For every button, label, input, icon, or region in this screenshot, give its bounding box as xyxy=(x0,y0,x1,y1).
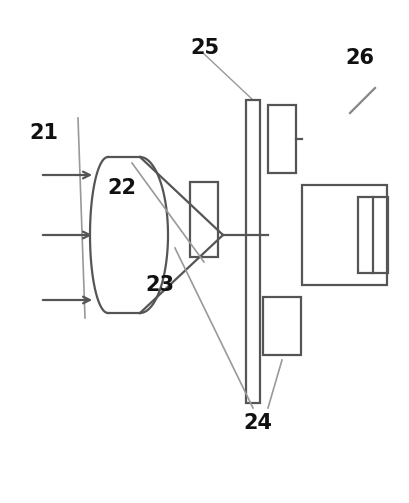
Bar xyxy=(357,197,387,273)
Text: 22: 22 xyxy=(107,178,136,198)
Text: 24: 24 xyxy=(243,413,272,433)
Text: 26: 26 xyxy=(345,48,373,68)
Text: 25: 25 xyxy=(190,38,219,58)
Bar xyxy=(245,100,259,403)
Bar xyxy=(189,182,218,257)
Bar xyxy=(262,297,300,355)
Bar xyxy=(301,185,386,285)
Bar xyxy=(267,105,295,173)
Text: 21: 21 xyxy=(29,123,58,143)
Text: 23: 23 xyxy=(145,275,174,295)
